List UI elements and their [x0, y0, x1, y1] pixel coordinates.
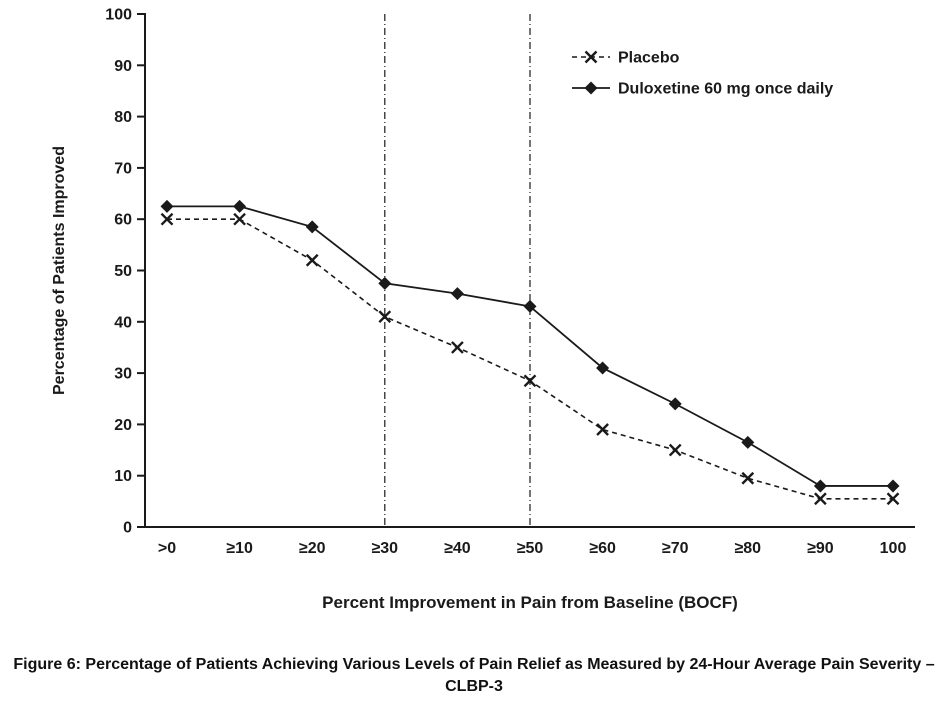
x-tick-label: ≥10: [226, 540, 253, 557]
y-tick-label: 30: [114, 366, 132, 383]
reference-lines: [384, 14, 531, 527]
axes: 0 10 20 30 40 50 60 70 80 90 100 >0 ≥10 ≥20 ≥30 ≥40 ≥50 ≥…: [51, 7, 915, 612]
chart-svg: 0 10 20 30 40 50 60 70 80 90 100 >0 ≥10 ≥20 ≥30 ≥40 ≥50 ≥…: [51, 7, 915, 612]
x-marker-icon: [451, 341, 464, 354]
figure-caption-line2: CLBP-3: [445, 678, 503, 695]
y-tick-label: 50: [114, 263, 132, 280]
x-marker-icon: [523, 374, 537, 388]
y-tick-label: 70: [114, 160, 132, 177]
x-tick-label: ≥20: [299, 540, 326, 557]
y-tick-label: 20: [114, 417, 132, 434]
diamond-marker-icon: [523, 299, 537, 313]
legend-item: Duloxetine 60 mg once daily: [572, 81, 833, 98]
y-tick-label: 40: [114, 314, 132, 331]
diamond-marker-icon: [584, 81, 598, 95]
x-marker-icon: [305, 253, 319, 267]
diamond-marker-icon: [741, 435, 755, 449]
x-marker-icon: [378, 310, 392, 324]
series-placebo: [160, 212, 900, 506]
y-tick-label: 80: [114, 109, 132, 126]
y-tick-label: 0: [123, 520, 132, 537]
diamond-marker-icon: [160, 199, 174, 213]
diamond-marker-icon: [668, 397, 682, 411]
legend: Placebo Duloxetine 60 mg once daily: [572, 50, 833, 98]
x-tick-label: ≥60: [589, 540, 616, 557]
y-axis-title: Percentage of Patients Improved: [51, 146, 68, 395]
figure-caption: Figure 6: Percentage of Patients Achievi…: [0, 654, 948, 698]
x-marker-icon: [668, 443, 682, 457]
x-tick-label: ≥40: [444, 540, 471, 557]
legend-item: Placebo: [572, 50, 680, 67]
x-tick-label: >0: [158, 540, 176, 557]
x-marker-icon: [814, 492, 827, 506]
diamond-marker-icon: [233, 199, 247, 213]
x-marker-icon: [584, 50, 598, 64]
series-line: [167, 218, 893, 500]
figure-caption-line1: Figure 6: Percentage of Patients Achievi…: [13, 656, 935, 673]
x-marker-icon: [741, 471, 755, 485]
y-tick-label: 90: [114, 58, 132, 75]
legend-label: Placebo: [618, 50, 680, 67]
y-tick-label: 60: [114, 212, 132, 229]
diamond-marker-icon: [450, 287, 464, 301]
x-marker-icon: [160, 212, 174, 226]
x-marker-icon: [886, 492, 900, 506]
x-tick-label: ≥90: [807, 540, 834, 557]
x-tick-label: ≥80: [735, 540, 762, 557]
x-axis-title: Percent Improvement in Pain from Baselin…: [322, 593, 738, 612]
x-marker-icon: [596, 423, 609, 436]
x-marker-icon: [233, 212, 246, 226]
diamond-marker-icon: [378, 276, 392, 290]
x-tick-label: ≥50: [517, 540, 544, 557]
x-tick-label: 100: [880, 540, 907, 557]
pain-relief-chart: 0 10 20 30 40 50 60 70 80 90 100 >0 ≥10 ≥20 ≥30 ≥40 ≥50 ≥…: [51, 7, 915, 612]
y-tick-label: 10: [114, 468, 132, 485]
y-tick-label: 100: [105, 7, 132, 24]
legend-label: Duloxetine 60 mg once daily: [618, 81, 833, 98]
diamond-marker-icon: [813, 479, 827, 493]
series-duloxetine-60-mg-once-daily: [160, 199, 900, 493]
diamond-marker-icon: [886, 479, 900, 493]
diamond-marker-icon: [305, 220, 319, 234]
x-tick-label: ≥70: [662, 540, 689, 557]
diamond-marker-icon: [596, 361, 610, 375]
x-tick-label: ≥30: [372, 540, 399, 557]
